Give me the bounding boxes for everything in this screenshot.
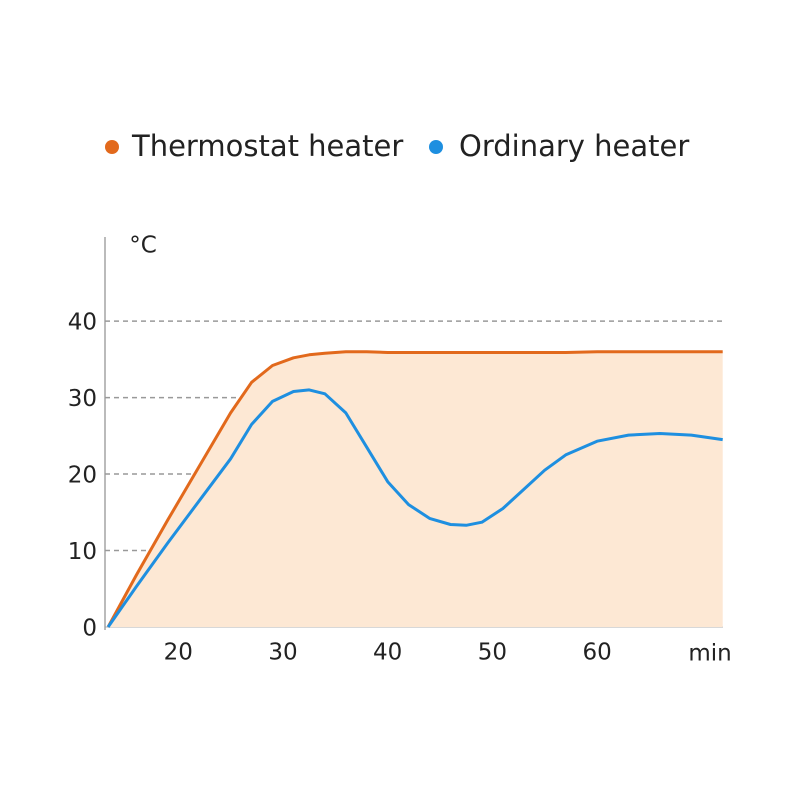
x-tick-label: 30 [268, 640, 297, 666]
y-tick-label: 40 [68, 310, 97, 336]
line [106, 350, 723, 628]
y-tick-label: 20 [68, 463, 97, 489]
legend-marker [429, 140, 443, 154]
x-tick-label: 60 [582, 640, 611, 666]
line [106, 388, 723, 628]
y-tick-label: 30 [68, 386, 97, 412]
legend-label: Thermostat heater [131, 129, 403, 163]
area [108, 351, 723, 627]
legend-label: Ordinary heater [459, 129, 689, 163]
x-axis-label: min [688, 641, 731, 667]
y-tick-label: 10 [68, 539, 97, 565]
x-tick-label: 20 [164, 640, 193, 666]
x-tick-label: 40 [373, 640, 402, 666]
legend-marker [105, 140, 119, 154]
y-axis-label: °C [129, 233, 157, 259]
y-tick-label: 0 [82, 616, 97, 642]
grid [105, 320, 723, 628]
x-tick-label: 50 [478, 640, 507, 666]
